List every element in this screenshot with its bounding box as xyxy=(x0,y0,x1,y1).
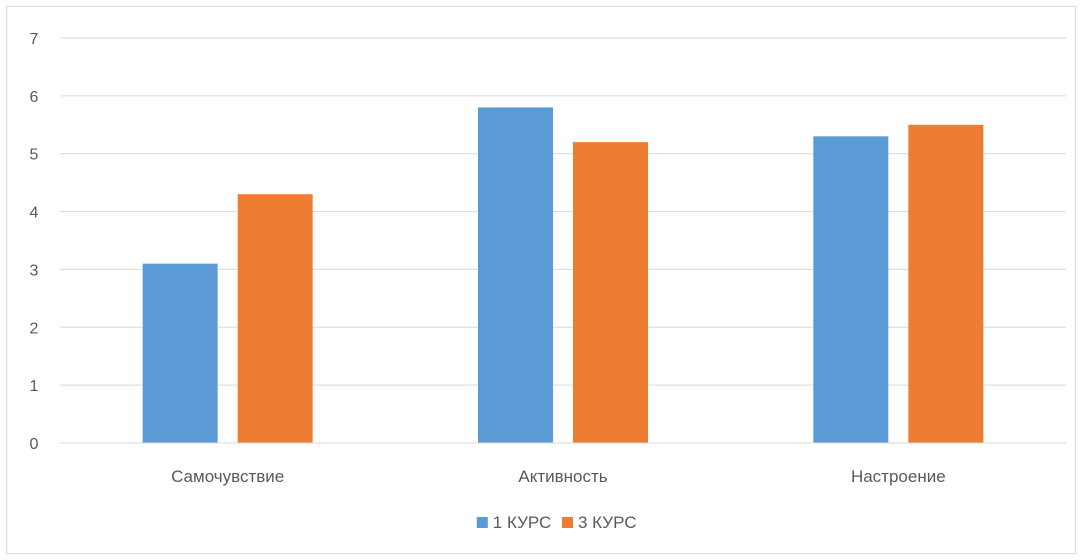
y-tick-label: 2 xyxy=(30,320,39,337)
legend-label-1: 1 КУРС xyxy=(493,513,552,532)
y-tick-label: 4 xyxy=(30,205,39,222)
legend-label-2: 3 КУРС xyxy=(578,513,637,532)
x-category-label: Самочувствие xyxy=(171,467,284,486)
bars xyxy=(142,107,984,444)
y-tick-label: 0 xyxy=(30,436,39,453)
gridlines xyxy=(60,37,1066,386)
x-category-label: Активность xyxy=(518,467,607,486)
bar-2-3 xyxy=(908,124,984,444)
y-tick-label: 1 xyxy=(30,378,39,395)
bar-2-1 xyxy=(237,194,313,443)
y-tick-label: 5 xyxy=(30,147,39,164)
y-tick-label: 3 xyxy=(30,262,39,279)
legend: 1 КУРС 3 КУРС xyxy=(476,513,637,532)
bar-1-2 xyxy=(478,107,553,443)
y-tick-label: 7 xyxy=(30,31,39,48)
x-category-label: Настроение xyxy=(851,467,946,486)
legend-swatch-2 xyxy=(562,517,573,528)
legend-swatch-1 xyxy=(476,517,488,528)
bar-2-2 xyxy=(573,142,648,443)
x-axis-category-labels: Самочувствие Активность Настроение xyxy=(171,467,946,486)
y-tick-label: 6 xyxy=(30,89,39,106)
bar-1-1 xyxy=(142,263,218,443)
y-axis-tick-labels: 0 1 2 3 4 5 6 7 xyxy=(30,31,39,453)
bar-1-3 xyxy=(813,136,889,443)
